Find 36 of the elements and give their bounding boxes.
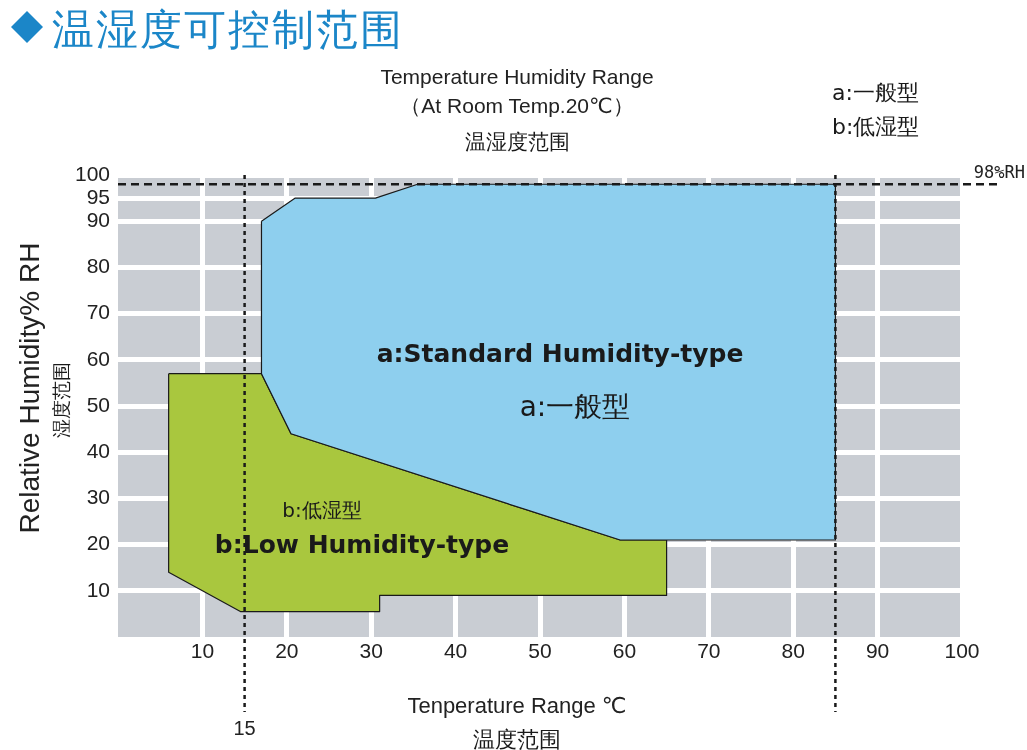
- x-tick-label: 40: [443, 639, 468, 663]
- x-axis-title: Tenperature Range ℃: [406, 692, 628, 720]
- y-axis-title: Relative Humidity% RH: [14, 241, 45, 536]
- ref-line-label: 98%RH: [973, 162, 1025, 183]
- text: b:低湿型: [832, 113, 920, 141]
- text: 湿度范围: [49, 362, 73, 438]
- annotation: b:低湿型: [282, 497, 362, 524]
- annotation: b:Low Humidity-type: [214, 530, 510, 559]
- text: 温度范围: [473, 726, 561, 750]
- chart-subtitle: Temperature Humidity Range （At Room Temp.20℃）: [379, 64, 655, 119]
- x-tick-label: 20: [275, 639, 299, 663]
- text: 温湿度范围: [464, 129, 570, 156]
- x-tick-label: 50: [528, 639, 552, 663]
- annotation: a:一般型: [519, 389, 631, 425]
- y-tick-label: 95: [86, 184, 110, 208]
- x-tick-label: 30: [359, 639, 383, 663]
- y-tick-label: 60: [86, 346, 110, 370]
- y-tick-label: 100: [74, 161, 110, 185]
- y-tick-label: 30: [86, 485, 110, 509]
- y-tick-label: 20: [86, 531, 110, 555]
- y-tick-label: 90: [86, 208, 110, 231]
- annotation: a:Standard Humidity-type: [376, 339, 744, 368]
- y-tick-label: 70: [86, 300, 110, 324]
- chart-title: 温湿度可控制范围: [52, 5, 404, 55]
- y-tick-label: 80: [86, 254, 110, 278]
- y-tick-label: 10: [86, 577, 110, 601]
- x-tick-label: 100: [944, 639, 980, 663]
- ref-line-label: 15: [233, 716, 256, 739]
- x-tick-label: 60: [612, 639, 637, 663]
- x-tick-label: 70: [697, 639, 721, 663]
- y-tick-label: 50: [86, 392, 110, 416]
- y-tick-label: 40: [86, 439, 110, 462]
- x-tick-label: 90: [865, 639, 890, 663]
- text: a:一般型: [832, 79, 919, 107]
- x-tick-label: 80: [781, 639, 805, 663]
- x-tick-label: 10: [190, 639, 215, 663]
